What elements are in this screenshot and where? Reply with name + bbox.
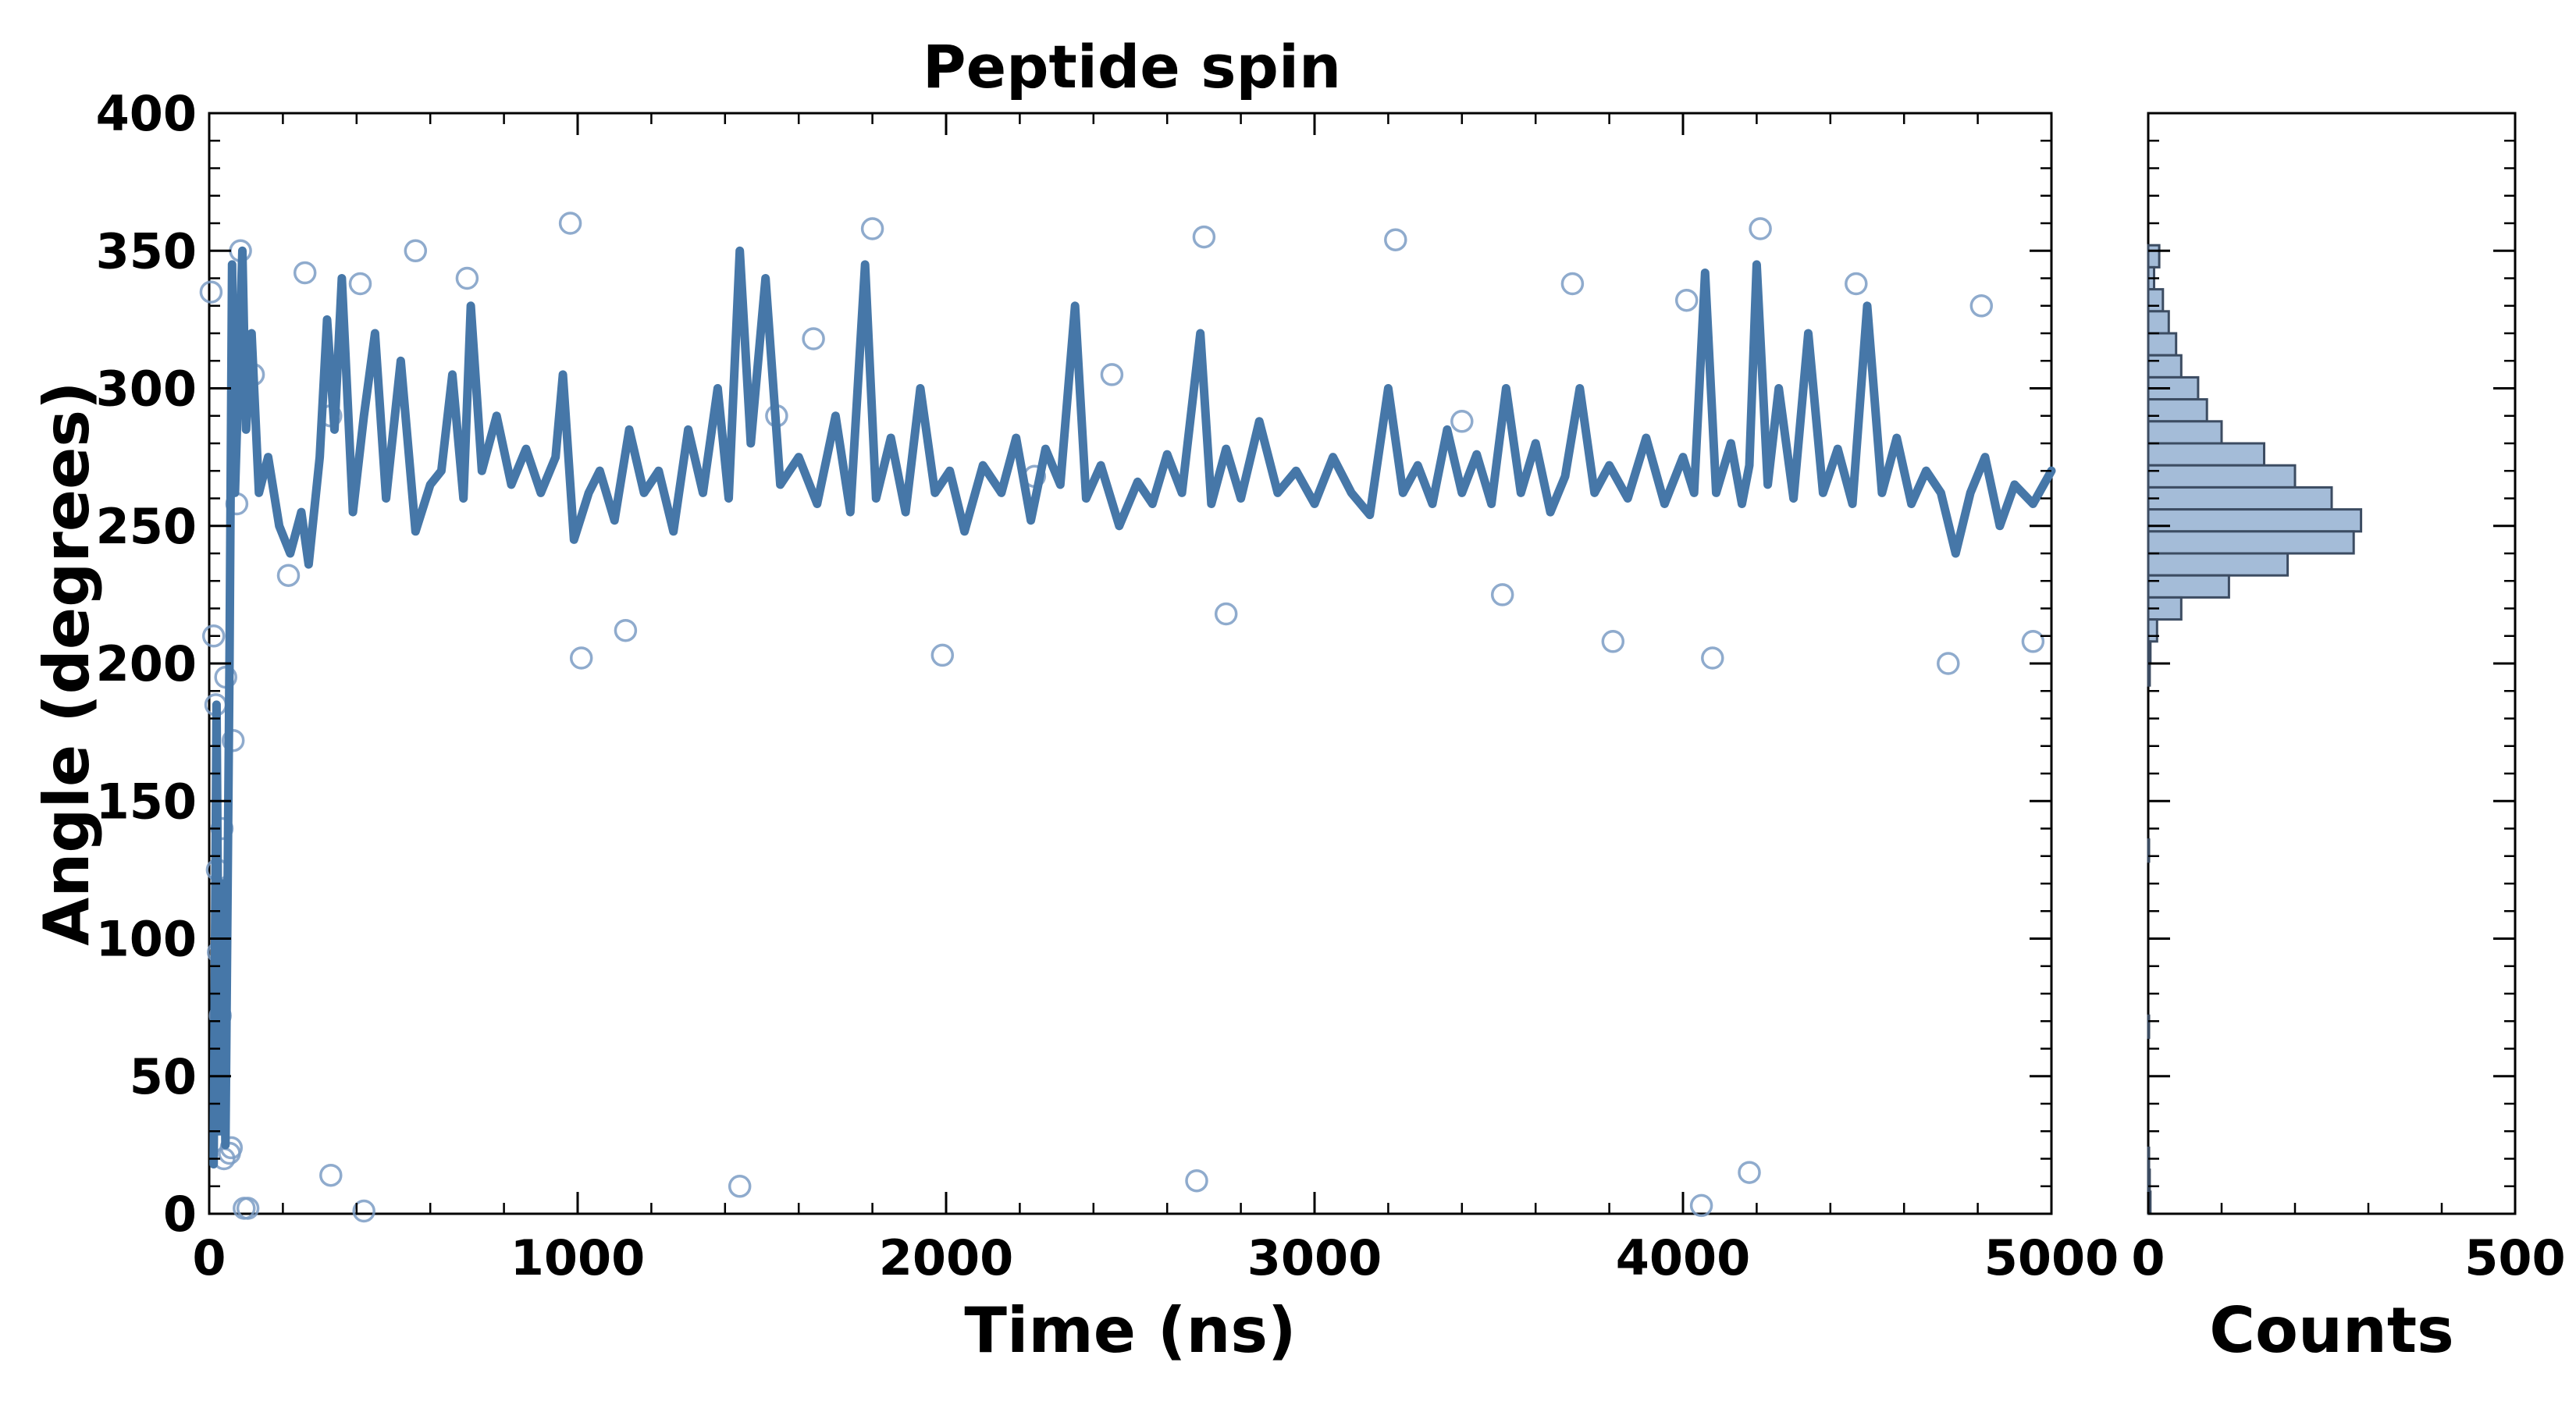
scatter-point xyxy=(199,280,223,304)
histogram-bar xyxy=(2147,442,2265,467)
scatter-point xyxy=(1450,410,1474,433)
y-axis-label: Angle (degrees) xyxy=(30,381,103,945)
scatter-point xyxy=(1969,294,1994,318)
histogram-bar xyxy=(2147,420,2223,445)
x-tick-label: 3000 xyxy=(1247,1229,1382,1286)
histogram-bar xyxy=(2147,618,2158,643)
histogram-x-axis-label: Counts xyxy=(2209,1294,2453,1367)
scatter-point xyxy=(728,1175,752,1198)
scatter-point xyxy=(404,239,428,263)
scatter-point xyxy=(1738,1161,1761,1184)
histogram-bar xyxy=(2147,838,2151,863)
scatter-point xyxy=(1100,363,1124,386)
histogram-bar xyxy=(2147,508,2363,533)
y-axis: 0 50 100 150 200 250 300 350 400 xyxy=(96,85,2051,1243)
scatter-point xyxy=(1701,646,1724,670)
scatter-point xyxy=(219,1136,244,1160)
histogram-bar xyxy=(2147,552,2290,577)
x-tick-label: 1000 xyxy=(511,1229,646,1286)
scatter-point xyxy=(1214,602,1238,626)
histogram-x-tick-label: 500 xyxy=(2464,1229,2565,1286)
y-tick-label: 100 xyxy=(96,911,197,968)
scatter-point xyxy=(319,1163,343,1187)
scatter-point xyxy=(1185,1168,1208,1193)
histogram-bars xyxy=(2147,244,2363,1215)
scatter-point xyxy=(558,212,582,235)
scatter-point xyxy=(1674,288,1699,312)
scatter-point xyxy=(569,646,593,670)
scatter-point xyxy=(293,261,317,285)
scatter-point xyxy=(930,643,955,667)
histogram-bar xyxy=(2147,530,2355,555)
y-tick-label: 400 xyxy=(96,85,197,142)
scatter-point xyxy=(348,272,372,296)
x-axis-label: Time (ns) xyxy=(964,1294,1296,1367)
histogram-bar xyxy=(2147,244,2161,269)
histogram-bar xyxy=(2147,354,2183,379)
scatter-point xyxy=(1601,630,1625,653)
y-tick-label: 300 xyxy=(96,361,197,418)
histogram-bar xyxy=(2147,1014,2151,1039)
histogram-y-axis xyxy=(2148,112,2515,1215)
histogram-bar xyxy=(2147,310,2170,335)
scatter-point xyxy=(1937,652,1960,675)
scatter-point xyxy=(1192,225,1216,249)
y-tick-label: 50 xyxy=(130,1048,197,1105)
histogram-bar xyxy=(2147,398,2208,423)
scatter-point xyxy=(1749,217,1772,240)
scatter-point xyxy=(1845,272,1868,296)
scatter-point xyxy=(236,1197,260,1220)
main-plot: 0 1000 2000 3000 4000 5000 0 50 100 150 200 250 300… xyxy=(96,85,2119,1286)
scatter-point xyxy=(455,266,479,290)
scatter-point xyxy=(276,564,301,587)
scatter-point xyxy=(352,1199,375,1223)
histogram-bar xyxy=(2147,486,2333,511)
running-average-line xyxy=(209,246,2056,1168)
scatter-point xyxy=(802,327,825,350)
running-average-series xyxy=(209,246,2056,1168)
histogram-bar xyxy=(2147,640,2152,665)
histogram-plot: 0 500 xyxy=(2131,112,2566,1286)
histogram-bar xyxy=(2147,662,2151,687)
x-tick-label: 2000 xyxy=(879,1229,1014,1286)
scatter-point xyxy=(201,624,226,648)
x-tick-label: 4000 xyxy=(1616,1229,1751,1286)
histogram-bar xyxy=(2147,288,2165,313)
x-tick-label: 0 xyxy=(192,1229,226,1286)
scatter-point xyxy=(2021,630,2045,653)
scatter-point xyxy=(1560,272,1585,296)
scatter-point xyxy=(1490,583,1514,606)
y-tick-label: 0 xyxy=(163,1186,197,1243)
histogram-bar xyxy=(2147,332,2178,357)
x-axis: 0 1000 2000 3000 4000 5000 xyxy=(192,113,2119,1286)
scatter-point xyxy=(1384,228,1407,251)
histogram-bar xyxy=(2147,574,2230,599)
y-tick-label: 250 xyxy=(96,498,197,555)
histogram-frame xyxy=(2147,112,2517,1215)
scatter-point xyxy=(614,618,638,642)
histogram-bar xyxy=(2147,464,2297,489)
y-tick-label: 200 xyxy=(96,635,197,692)
scatter-point xyxy=(1689,1193,1713,1218)
y-tick-label: 350 xyxy=(96,222,197,279)
chart-title: Peptide spin xyxy=(923,32,1341,101)
x-tick-label: 5000 xyxy=(1984,1229,2119,1286)
main-plot-frame xyxy=(208,112,2053,1215)
scatter-point xyxy=(860,217,884,240)
histogram-bar xyxy=(2147,1168,2151,1193)
histogram-x-tick-label: 0 xyxy=(2131,1229,2165,1286)
y-tick-label: 150 xyxy=(96,773,197,830)
histogram-x-axis: 0 500 xyxy=(2131,1192,2566,1286)
